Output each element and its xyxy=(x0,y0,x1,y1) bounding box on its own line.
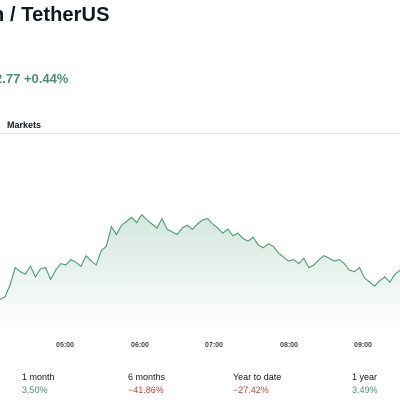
price-line xyxy=(0,213,400,300)
performance-label: 1 year xyxy=(352,372,378,382)
time-tick-label: 05:00 xyxy=(56,342,74,349)
performance-6-months[interactable]: 6 months −41.86% xyxy=(128,372,165,395)
tab-bar: Markets xyxy=(0,118,400,134)
symbol-title: n / TetherUS xyxy=(0,4,110,26)
performance-value: −41.86% xyxy=(128,385,164,395)
price-change: 2.77 +0.44% xyxy=(0,71,69,86)
performance-value: 3.50% xyxy=(22,385,48,395)
performance-value: 3.49% xyxy=(352,385,378,395)
performance-row: 1 month 3.50% 6 months −41.86% Year to d… xyxy=(0,372,400,400)
price-chart[interactable]: 05:00 06:00 07:00 08:00 09:00 xyxy=(0,134,400,364)
performance-1-month[interactable]: 1 month 3.50% xyxy=(22,372,55,395)
performance-label: 1 month xyxy=(22,372,55,382)
performance-value: −27.42% xyxy=(233,385,269,395)
time-tick-label: 07:00 xyxy=(205,342,223,349)
performance-label: Year to date xyxy=(233,372,282,382)
performance-1-year[interactable]: 1 year 3.49% xyxy=(352,372,378,395)
time-tick-label: 06:00 xyxy=(131,342,149,349)
time-tick-label: 08:00 xyxy=(280,342,298,349)
price-area xyxy=(0,214,400,330)
time-axis: 05:00 06:00 07:00 08:00 09:00 xyxy=(56,342,372,349)
performance-label: 6 months xyxy=(128,372,166,382)
time-tick-label: 09:00 xyxy=(354,342,372,349)
tab-markets[interactable]: Markets xyxy=(7,120,42,130)
performance-year-to-date[interactable]: Year to date −27.42% xyxy=(233,372,281,395)
